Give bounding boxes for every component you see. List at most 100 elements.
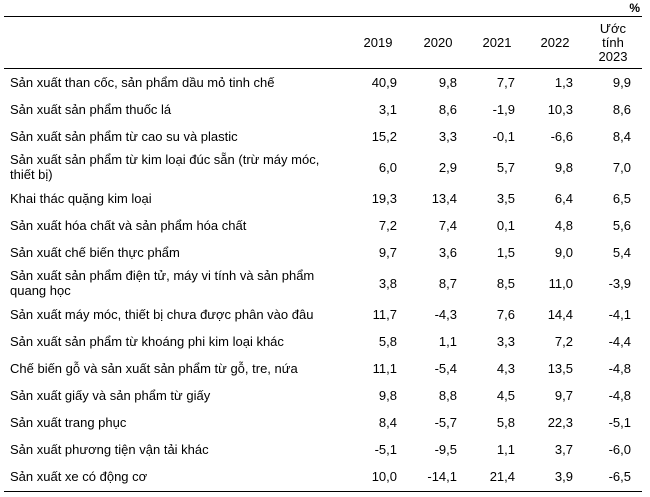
cell-value: 5,4 — [612, 244, 631, 260]
column-header: Ước tính 2023 — [598, 20, 628, 64]
cell-value: -1,9 — [492, 101, 515, 117]
cell-value: 9,9 — [612, 74, 631, 90]
cell-value: 8,7 — [438, 275, 457, 291]
column-header: 2020 — [423, 34, 453, 50]
table-row: Sản xuất giấy và sản phẩm từ giấy 9,8 8,8 4… — [4, 382, 642, 409]
cell-value: 5,8 — [496, 414, 515, 430]
cell-value: 8,4 — [378, 414, 397, 430]
table-row: Sản xuất phương tiện vận tải khác -5,1 -9,… — [4, 436, 642, 463]
column-header: 2019 — [363, 34, 393, 50]
cell-value: -6,0 — [608, 441, 631, 457]
cell-value: -4,8 — [608, 387, 631, 403]
cell-value: 6,5 — [612, 190, 631, 206]
cell-value: 7,4 — [438, 217, 457, 233]
cell-value: 8,6 — [438, 101, 457, 117]
cell-value: -3,9 — [608, 275, 631, 291]
row-label: Sản xuất sản phẩm thuốc lá — [10, 101, 172, 117]
table: 2019 2020 2021 2022 Ước tính 2023 Sản xuất t… — [4, 16, 642, 492]
cell-value: 10,3 — [547, 101, 573, 117]
table-row: Sản xuất sản phẩm từ cao su và plastic 15… — [4, 123, 642, 150]
table-body: Sản xuất than cốc, sản phẩm dầu mỏ tinh … — [4, 69, 642, 492]
row-label: Chế biến gỗ và sản xuất sản phẩm từ gỗ, … — [10, 360, 298, 376]
cell-value: 4,8 — [554, 217, 573, 233]
table-row: Sản xuất chế biến thực phẩm 9,7 3,6 1,5 9,0 5… — [4, 239, 642, 266]
cell-value: -5,1 — [374, 441, 397, 457]
cell-value: 9,8 — [438, 74, 457, 90]
cell-value: 3,1 — [378, 101, 397, 117]
cell-value: 3,3 — [438, 128, 457, 144]
table-row: Sản xuất sản phẩm thuốc lá 3,1 8,6 -1,9 10,3… — [4, 96, 642, 123]
cell-value: 2,9 — [438, 159, 457, 175]
cell-value: 1,1 — [496, 441, 515, 457]
cell-value: 9,8 — [554, 159, 573, 175]
cell-value: -9,5 — [434, 441, 457, 457]
cell-value: 9,7 — [378, 244, 397, 260]
table-row: Sản xuất máy móc, thiết bị chưa được phâ… — [4, 301, 642, 328]
cell-value: 1,1 — [438, 333, 457, 349]
cell-value: 8,5 — [496, 275, 515, 291]
cell-value: 8,6 — [612, 101, 631, 117]
row-label: Sản xuất sản phẩm từ kim loại đúc sẵn (t… — [10, 152, 320, 182]
table-row: Sản xuất sản phẩm từ kim loại đúc sẵn (t… — [4, 150, 642, 185]
cell-value: 9,0 — [554, 244, 573, 260]
column-header: 2021 — [482, 34, 512, 50]
cell-value: 11,1 — [372, 360, 397, 376]
cell-value: 3,7 — [554, 441, 573, 457]
cell-value: -6,5 — [608, 469, 631, 485]
table-row: Chế biến gỗ và sản xuất sản phẩm từ gỗ, … — [4, 355, 642, 382]
cell-value: 7,2 — [554, 333, 573, 349]
cell-value: 5,7 — [496, 159, 515, 175]
cell-value: -4,4 — [608, 333, 631, 349]
table-row: Sản xuất sản phẩm điện tử, máy vi tính v… — [4, 266, 642, 301]
cell-value: 14,4 — [547, 306, 573, 322]
cell-value: 3,5 — [496, 190, 515, 206]
header-row: 2019 2020 2021 2022 Ước tính 2023 — [4, 16, 642, 69]
row-label: Sản xuất giấy và sản phẩm từ giấy — [10, 387, 211, 403]
cell-value: 21,4 — [489, 469, 515, 485]
cell-value: -5,1 — [608, 414, 631, 430]
cell-value: 11,7 — [372, 306, 397, 322]
cell-value: 10,0 — [371, 469, 397, 485]
table-row: Sản xuất sản phẩm từ khoáng phi kim loại… — [4, 328, 642, 355]
cell-value: 22,3 — [547, 414, 573, 430]
cell-value: 3,9 — [554, 469, 573, 485]
header-blank — [4, 17, 348, 69]
row-label: Sản xuất sản phẩm từ cao su và plastic — [10, 128, 238, 144]
row-label: Sản xuất trang phục — [10, 414, 127, 430]
column-header: 2022 — [540, 34, 570, 50]
cell-value: 8,4 — [612, 128, 631, 144]
row-label: Sản xuất chế biến thực phẩm — [10, 244, 180, 260]
cell-value: 6,4 — [554, 190, 573, 206]
row-label: Sản xuất sản phẩm từ khoáng phi kim loại… — [10, 333, 284, 349]
cell-value: 0,1 — [496, 217, 515, 233]
cell-value: 1,5 — [496, 244, 515, 260]
cell-value: 5,6 — [612, 217, 631, 233]
row-label: Sản xuất phương tiện vận tải khác — [10, 441, 209, 457]
cell-value: -4,8 — [608, 360, 631, 376]
table-row: Khai thác quặng kim loại 19,3 13,4 3,5 6,4 6,… — [4, 185, 642, 212]
table-row: Sản xuất than cốc, sản phẩm dầu mỏ tinh … — [4, 69, 642, 96]
cell-value: 7,2 — [378, 217, 397, 233]
row-label: Sản xuất than cốc, sản phẩm dầu mỏ tinh … — [10, 74, 275, 90]
unit: % — [629, 1, 640, 15]
table-row: Sản xuất hóa chất và sản phẩm hóa chất 7,… — [4, 212, 642, 239]
cell-value: -5,4 — [434, 360, 457, 376]
table-row: Sản xuất trang phục 8,4 -5,7 5,8 22,3 -5,1 — [4, 409, 642, 436]
cell-value: 13,4 — [431, 190, 457, 206]
row-label: Sản xuất hóa chất và sản phẩm hóa chất — [10, 217, 247, 233]
cell-value: 15,2 — [371, 128, 397, 144]
cell-value: 9,8 — [378, 387, 397, 403]
cell-value: 7,6 — [496, 306, 515, 322]
cell-value: -4,3 — [434, 306, 457, 322]
cell-value: 4,3 — [496, 360, 515, 376]
cell-value: 3,6 — [438, 244, 457, 260]
cell-value: -14,1 — [427, 469, 457, 485]
row-label: Sản xuất xe có động cơ — [10, 469, 148, 485]
row-label: Khai thác quặng kim loại — [10, 190, 152, 206]
cell-value: 5,8 — [378, 333, 397, 349]
cell-value: -0,1 — [492, 128, 515, 144]
cell-value: -5,7 — [434, 414, 457, 430]
cell-value: 7,0 — [612, 159, 631, 175]
cell-value: 19,3 — [371, 190, 397, 206]
